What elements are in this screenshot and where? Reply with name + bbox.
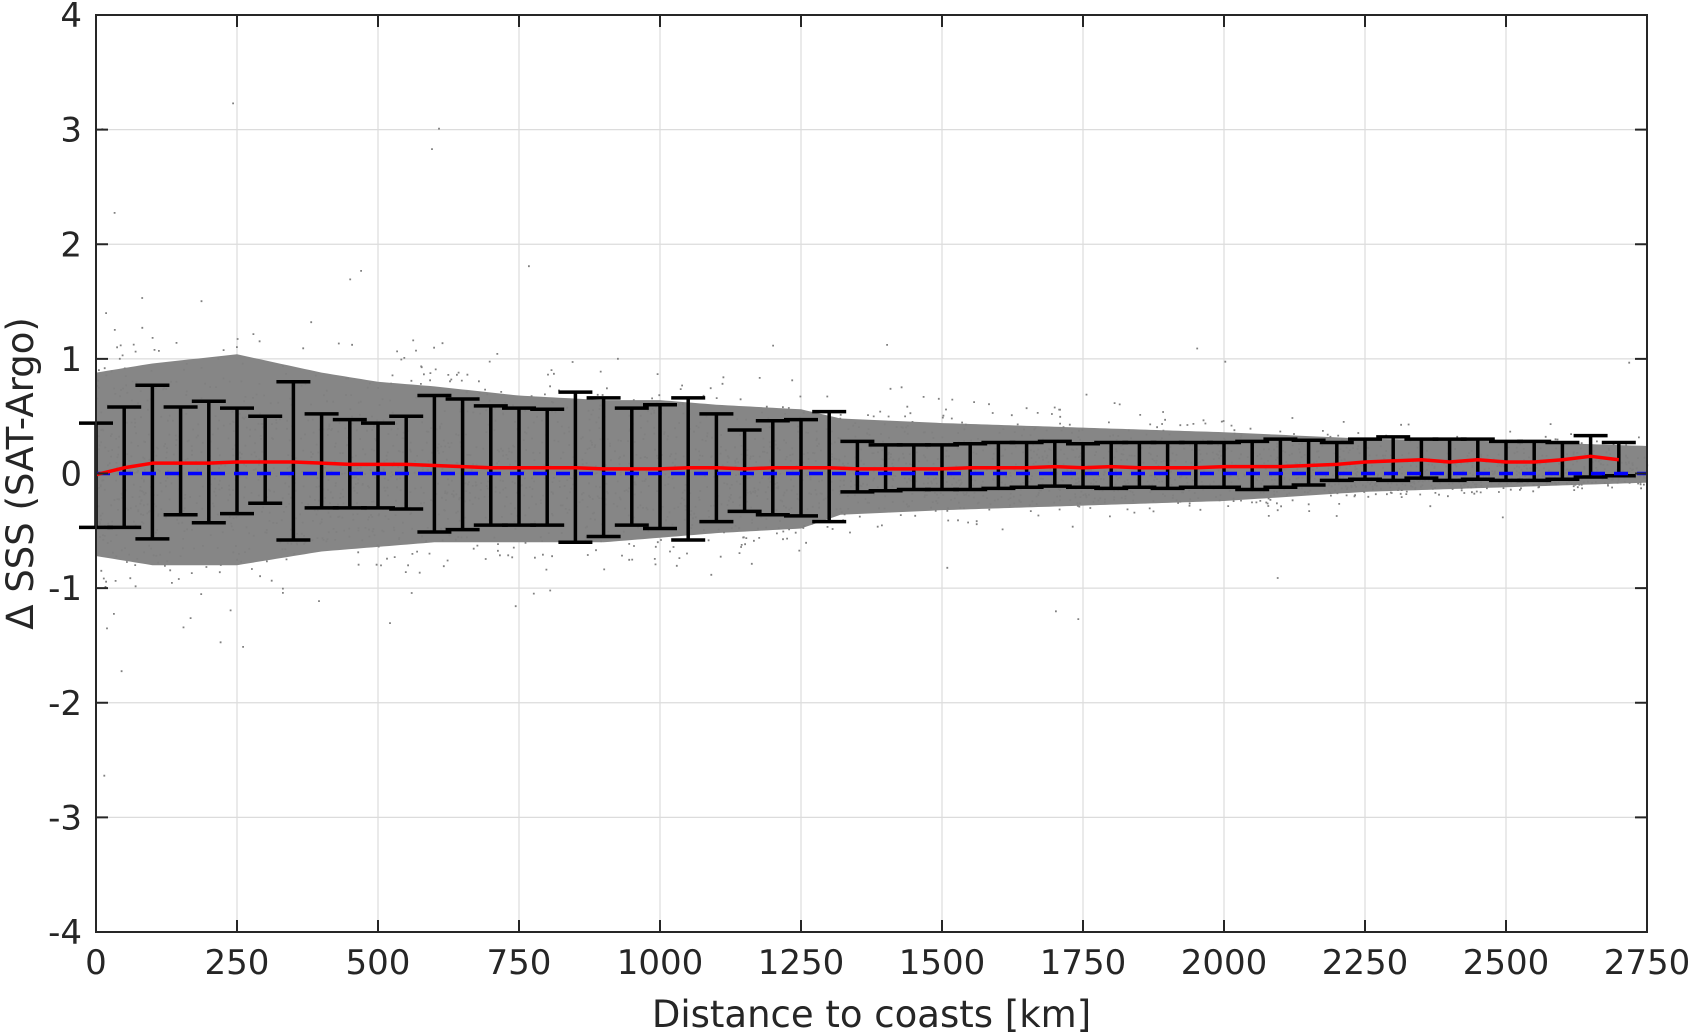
error-bar <box>614 406 649 527</box>
y-tick-label: 1 <box>60 340 82 380</box>
x-tick-label: 1000 <box>617 943 704 983</box>
y-tick-label: 0 <box>60 455 82 495</box>
error-bar <box>445 397 480 532</box>
y-axis-title: Δ SSS (SAT-Argo) <box>0 317 42 630</box>
x-tick-label: 2750 <box>1604 943 1691 983</box>
x-tick-label: 500 <box>346 943 411 983</box>
y-tick-label: 4 <box>60 0 82 36</box>
x-tick-label: 2500 <box>1463 943 1550 983</box>
x-tick-label: 2250 <box>1322 943 1409 983</box>
axis-ticks: 0 250 500 750 1000 1250 1500 1750 2000 2250 2500 27… <box>48 0 1690 983</box>
y-tick-label: -1 <box>48 569 82 609</box>
y-tick-label: 2 <box>60 225 82 265</box>
error-bar <box>643 402 677 531</box>
y-tick-label: 3 <box>60 111 82 151</box>
y-tick-label: -4 <box>48 913 82 953</box>
x-tick-label: 1750 <box>1040 943 1127 983</box>
error-bar <box>163 405 198 517</box>
x-tick-label: 1500 <box>899 943 986 983</box>
y-tick-label: -2 <box>48 684 82 724</box>
x-tick-label: 1250 <box>758 943 845 983</box>
x-tick-label: 250 <box>205 943 270 983</box>
y-tick-label: -3 <box>48 798 82 838</box>
x-tick-label: 750 <box>487 943 552 983</box>
line-layer <box>95 454 1647 477</box>
mean-line <box>95 454 1620 477</box>
x-tick-label: 2000 <box>1181 943 1268 983</box>
x-axis-title: Distance to coasts [km] <box>652 993 1091 1035</box>
x-tick-label: 0 <box>85 943 107 983</box>
error-bar <box>248 414 283 506</box>
error-bar <box>1291 438 1326 487</box>
